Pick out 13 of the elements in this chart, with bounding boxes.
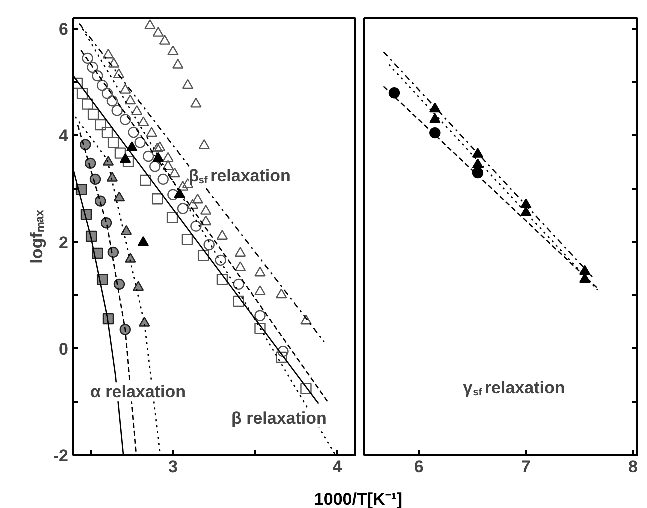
y-tick-label: 6	[59, 20, 69, 40]
x-tick-label: 3	[168, 458, 178, 476]
x-tick-label: 6	[414, 458, 424, 476]
annotation: β relaxation	[231, 408, 327, 428]
y-tick-label: -2	[53, 446, 69, 466]
x-tick-label: 8	[628, 458, 638, 476]
y-axis-title: logfₘₐₓ	[27, 209, 46, 264]
annotation: α relaxation	[90, 382, 186, 402]
x-tick-label: 4	[332, 458, 343, 476]
y-tick-label: 0	[59, 340, 69, 359]
x-tick-label: 7	[521, 458, 531, 476]
y-tick-label: 2	[59, 233, 69, 252]
y-tick-label: 4	[59, 126, 70, 146]
